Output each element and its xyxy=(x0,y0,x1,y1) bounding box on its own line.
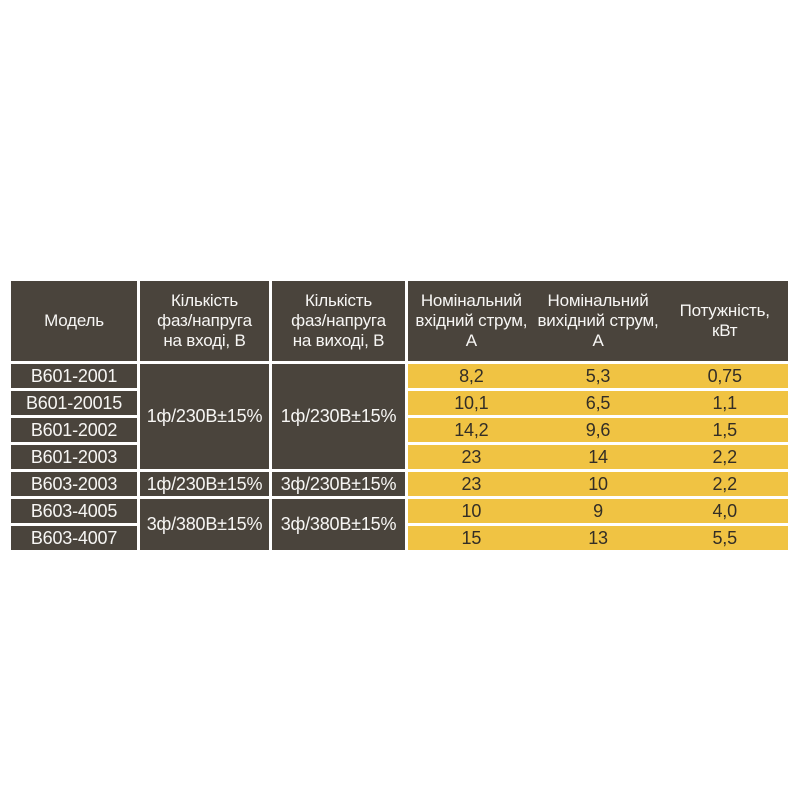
input-current-value: 8,2 xyxy=(459,365,484,386)
input-current-value: 14,2 xyxy=(454,419,489,440)
header-currents-power-group: Номінальний вхідний струм, А Номінальний… xyxy=(408,281,788,361)
input-voltage-row5: 1ф/230В±15% xyxy=(140,472,269,496)
header-power: Потужність, кВт xyxy=(679,301,770,340)
model-cell-b603-2003: В603-2003 xyxy=(11,472,137,496)
input-voltage-merged-rows1-4: 1ф/230В±15% xyxy=(140,364,269,469)
data-row-5: 23 10 2,2 xyxy=(408,472,788,496)
model-cell-b601-2001: В601-2001 xyxy=(11,364,137,388)
input-current-value: 23 xyxy=(461,473,482,494)
header-output-current: Номінальний вихідний струм, А xyxy=(537,291,659,350)
spec-table: Модель Кількість фаз/напруга на вході, В… xyxy=(11,281,788,550)
data-row-2: 10,1 6,5 1,1 xyxy=(408,391,788,415)
input-current-value: 10,1 xyxy=(454,392,489,413)
data-row-6: 10 9 4,0 xyxy=(408,499,788,523)
output-current-value: 6,5 xyxy=(585,392,611,413)
output-voltage-merged-rows6-7: 3ф/380В±15% xyxy=(272,499,405,550)
data-row-3: 14,2 9,6 1,5 xyxy=(408,418,788,442)
output-current-value: 9,6 xyxy=(585,419,611,440)
power-value: 4,0 xyxy=(712,500,737,521)
output-current-value: 10 xyxy=(588,473,608,494)
data-row-1: 8,2 5,3 0,75 xyxy=(408,364,788,388)
model-cell-b601-20015: В601-20015 xyxy=(11,391,137,415)
power-value: 0,75 xyxy=(707,365,742,386)
output-voltage-merged-rows1-4: 1ф/230В±15% xyxy=(272,364,405,469)
output-current-value: 14 xyxy=(588,446,608,467)
input-current-value: 10 xyxy=(461,500,482,521)
power-value: 1,5 xyxy=(712,419,737,440)
input-current-value: 23 xyxy=(461,446,482,467)
power-value: 5,5 xyxy=(712,527,737,548)
output-current-value: 13 xyxy=(588,527,608,548)
data-row-4: 23 14 2,2 xyxy=(408,445,788,469)
input-voltage-merged-rows6-7: 3ф/380В±15% xyxy=(140,499,269,550)
output-current-value: 9 xyxy=(593,500,603,521)
header-model: Модель xyxy=(11,281,137,361)
output-current-value: 5,3 xyxy=(585,365,611,386)
model-cell-b603-4007: В603-4007 xyxy=(11,526,137,550)
model-cell-b601-2002: В601-2002 xyxy=(11,418,137,442)
header-input-voltage: Кількість фаз/напруга на вході, В xyxy=(140,281,269,361)
header-input-current: Номінальний вхідний струм, А xyxy=(415,291,528,350)
header-output-voltage: Кількість фаз/напруга на виході, В xyxy=(272,281,405,361)
power-value: 2,2 xyxy=(712,446,737,467)
output-voltage-row5: 3ф/230В±15% xyxy=(272,472,405,496)
model-cell-b603-4005: В603-4005 xyxy=(11,499,137,523)
power-value: 1,1 xyxy=(712,392,737,413)
data-row-7: 15 13 5,5 xyxy=(408,526,788,550)
input-current-value: 15 xyxy=(461,527,482,548)
power-value: 2,2 xyxy=(712,473,737,494)
model-cell-b601-2003: В601-2003 xyxy=(11,445,137,469)
